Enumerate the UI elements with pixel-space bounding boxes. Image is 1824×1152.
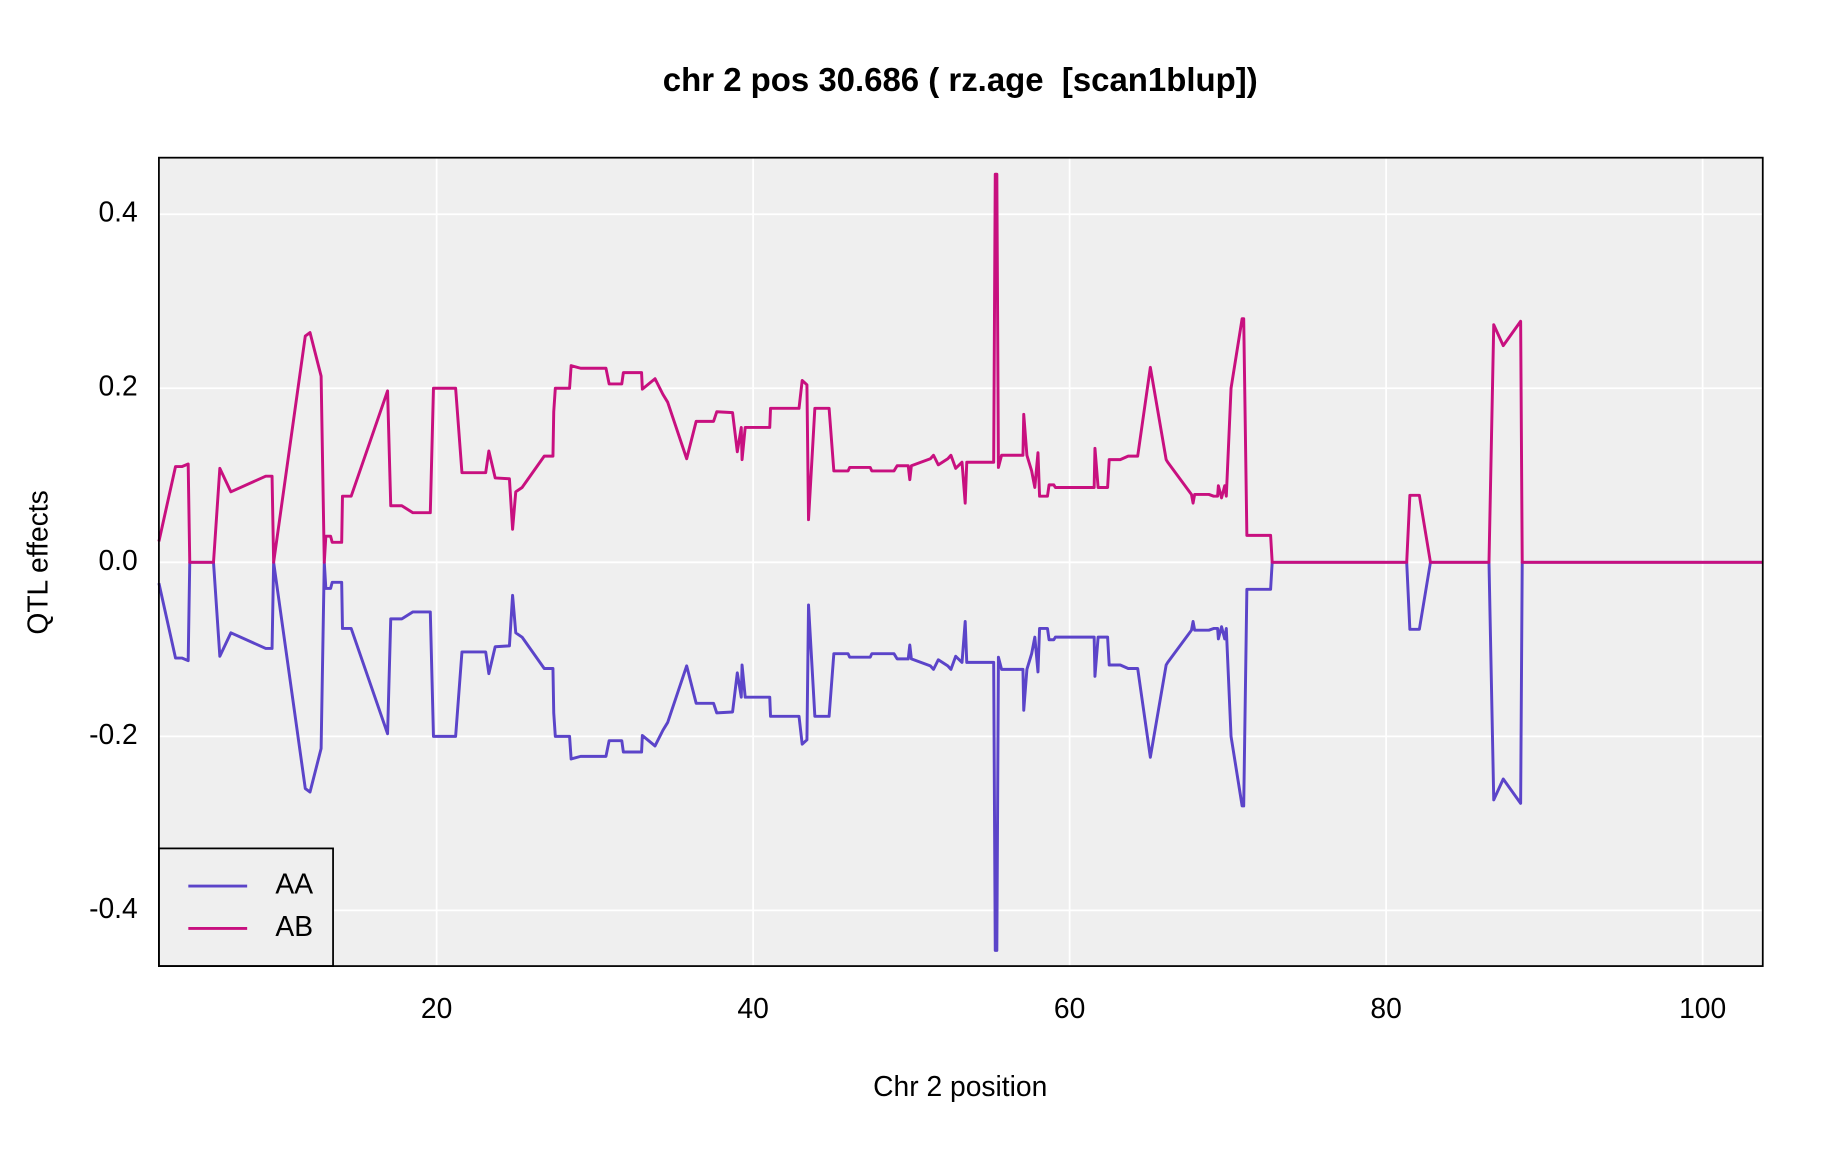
legend-label: AA bbox=[275, 868, 313, 900]
legend-box bbox=[158, 847, 334, 967]
x-tick-label: 80 bbox=[1370, 992, 1401, 1024]
y-tick-label: -0.2 bbox=[89, 718, 138, 750]
x-tick-label: 20 bbox=[421, 992, 452, 1024]
legend-label: AB bbox=[275, 910, 313, 942]
y-tick-label: -0.4 bbox=[89, 892, 138, 924]
lines bbox=[157, 172, 1763, 952]
x-axis-label: Chr 2 position bbox=[873, 1070, 1047, 1102]
x-tick-label: 40 bbox=[737, 992, 768, 1024]
chart-title: chr 2 pos 30.686 ( rz.age [scan1blup]) bbox=[663, 61, 1258, 98]
y-tick-label: 0.0 bbox=[98, 544, 137, 576]
y-tick-label: 0.4 bbox=[98, 196, 137, 228]
plot-frame bbox=[158, 156, 1764, 967]
legend: AA AB bbox=[158, 847, 334, 967]
y-tick-label: 0.2 bbox=[98, 370, 137, 402]
y-axis-label: QTL effects bbox=[22, 490, 54, 634]
series-line bbox=[157, 172, 1763, 564]
x-tick-label: 60 bbox=[1054, 992, 1085, 1024]
x-tick-label: 100 bbox=[1679, 992, 1726, 1024]
series-line bbox=[157, 560, 1763, 952]
